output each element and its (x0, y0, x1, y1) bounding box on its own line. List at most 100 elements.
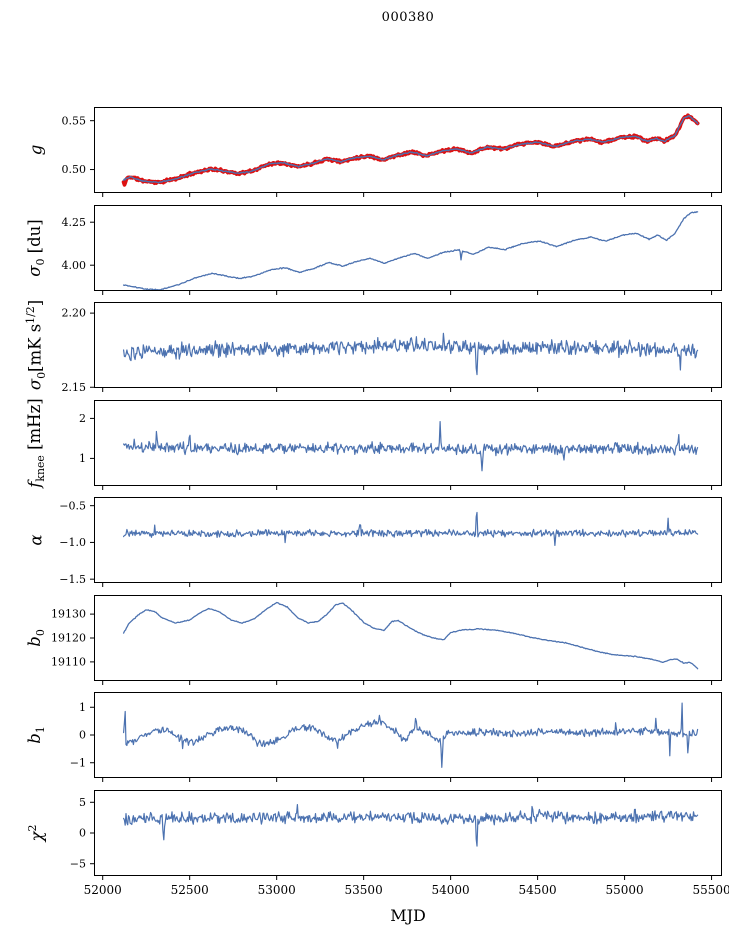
y-tick-label: 19110 (51, 655, 86, 668)
y-tick-label: 19130 (51, 607, 86, 620)
y-axis-label-part: 2 (25, 824, 39, 831)
y-axis-label-part: ] (25, 299, 45, 307)
y-axis-label-part: [mK s (25, 323, 45, 372)
y-tick-label: −1.0 (59, 536, 86, 549)
x-tick-label: 52500 (171, 883, 209, 897)
y-tick-label: 4.00 (62, 258, 87, 271)
series-line (123, 511, 699, 546)
y-ticks: 0.50 0.55 (62, 114, 94, 176)
y-axis-label-g: g (27, 145, 46, 156)
subplot-g: g 0.50 0.55 (0, 107, 729, 197)
y-tick-label: 5 (79, 795, 86, 808)
x-tick-label: 54500 (519, 883, 557, 897)
y-axis-label-b0: b0 (25, 629, 47, 646)
x-tick-label: 55500 (692, 883, 729, 897)
y-axis-label-part: [du] (24, 218, 44, 259)
series-line (122, 115, 699, 184)
axes-frame (94, 789, 722, 876)
y-tick-label: −5 (70, 857, 86, 870)
x-ticks (102, 778, 713, 782)
y-axis-label-part: 0 (34, 371, 48, 379)
axes-frame (94, 302, 722, 388)
plot-title: 000380 (381, 10, 435, 25)
y-axis-label-part: χ (27, 830, 47, 841)
y-axis-label-part: g (26, 144, 46, 156)
x-ticks (102, 193, 713, 197)
series-line (123, 332, 699, 376)
y-tick-label: 0 (79, 826, 86, 839)
subplot-b1: b1 −1 0 1 (0, 692, 729, 782)
panel-plot-sigma0-du: 4.00 4.25 (62, 204, 722, 295)
y-ticks: 2.15 2.20 (62, 307, 94, 394)
axes-frame (94, 399, 722, 486)
y-axis-label-part: α (26, 534, 46, 546)
series-line (123, 702, 699, 768)
axes-frame (94, 692, 722, 778)
y-axis-label-sigma0-du: σ0 [du] (25, 219, 47, 277)
y-tick-label: 4.25 (62, 215, 87, 228)
y-axis-label-part: knee (34, 454, 48, 482)
series-overlay (121, 113, 700, 187)
x-ticks: 52000 52500 53000 53500 54000 54500 55000 55500 (84, 875, 729, 897)
panel-plot-fknee: 12 (79, 399, 722, 490)
y-ticks: −0.5 −1.0 −1.5 (59, 499, 94, 586)
panel-plot-b0: 19110 19120 19130 (51, 594, 722, 685)
x-tick-label: 53500 (345, 883, 383, 897)
y-axis-label-part: σ (25, 378, 45, 391)
y-axis-label-part: [mHz] (24, 397, 44, 455)
axes-frame (94, 594, 722, 681)
axes-frame (94, 204, 722, 291)
y-axis-label-alpha: α (27, 534, 46, 545)
x-ticks (102, 680, 713, 685)
y-ticks: −5 0 5 (70, 795, 94, 870)
y-axis-label-part: b (24, 733, 44, 744)
y-axis-label-sigma0-mk: σ0[mK s1/2] (24, 300, 48, 390)
subplot-chi2: χ2 −5 0 5 52000 52500 53000 53500 54000 54500 5500… (0, 789, 729, 897)
panel-plot-sigma0-mk: 2.15 2.20 (62, 302, 722, 394)
panel-plot-g: 0.50 0.55 (62, 107, 722, 197)
y-ticks: 12 (79, 412, 94, 465)
x-tick-label: 53000 (258, 883, 296, 897)
y-axis-label-part: 0 (34, 258, 48, 265)
axes-frame (94, 107, 722, 193)
y-axis-label-part: 1/2 (24, 306, 38, 324)
panel-plot-alpha: −0.5 −1.0 −1.5 (59, 497, 722, 587)
y-tick-label: 0 (79, 729, 86, 742)
y-tick-label: 2 (79, 412, 86, 425)
y-tick-label: −1.5 (59, 573, 86, 586)
y-axis-label-part: 0 (34, 628, 48, 636)
y-axis-label-part: σ (24, 264, 44, 277)
x-axis-title: MJD (390, 906, 426, 925)
y-axis-label-chi2: χ2 (26, 824, 47, 841)
series-line (122, 210, 699, 291)
series-line (122, 601, 699, 669)
x-ticks (102, 290, 713, 295)
subplot-b0: b0 19110 19120 19130 (0, 594, 729, 685)
x-tick-label: 52000 (84, 883, 122, 897)
axes-frame (94, 497, 722, 583)
x-ticks (102, 388, 713, 392)
x-tick-label: 54000 (432, 883, 470, 897)
y-ticks: 19110 19120 19130 (51, 607, 94, 668)
y-tick-label: 2.20 (62, 307, 87, 320)
subplot-alpha: α −0.5 −1.0 −1.5 (0, 497, 729, 587)
x-ticks (102, 485, 713, 490)
panel-plot-b1: −1 0 1 (70, 692, 722, 782)
y-axis-label-part: f (24, 481, 44, 488)
y-tick-label: 0.50 (62, 163, 87, 176)
y-tick-label: −0.5 (59, 499, 86, 512)
y-tick-label: 0.55 (62, 114, 87, 127)
y-tick-label: −1 (70, 756, 86, 769)
panels-container: g 0.50 0.55 σ0 [du] 4.00 4.25 σ0[mK s1/2] 2.15 2… (0, 107, 729, 897)
series-line (123, 803, 699, 847)
y-ticks: 4.00 4.25 (62, 215, 94, 271)
subplot-sigma0-mk: σ0[mK s1/2] 2.15 2.20 (0, 300, 729, 394)
y-ticks: −1 0 1 (70, 701, 94, 769)
subplot-sigma0-du: σ0 [du] 4.00 4.25 (0, 204, 729, 295)
y-tick-label: 1 (79, 701, 86, 714)
y-axis-label-b1: b1 (25, 726, 47, 743)
y-tick-label: 1 (79, 452, 86, 465)
subplot-fknee: fknee [mHz] 1 2 (0, 397, 729, 490)
